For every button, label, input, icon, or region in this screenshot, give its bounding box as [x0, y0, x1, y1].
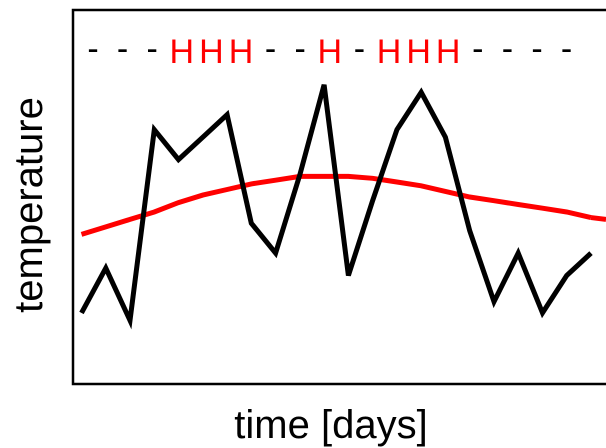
marker-normal: - [295, 30, 306, 68]
marker-normal: - [561, 30, 572, 68]
marker-normal: - [354, 30, 365, 68]
marker-heatwave: H [377, 33, 402, 71]
marker-normal: - [117, 30, 128, 68]
marker-normal: - [472, 30, 483, 68]
marker-heatwave: H [436, 33, 461, 71]
series-line-smooth-tail [590, 215, 606, 222]
series-lines [79, 84, 606, 330]
marker-heatwave: H [406, 33, 431, 71]
series-line-daily [79, 84, 593, 330]
plot-frame [71, 8, 606, 386]
marker-heatwave: H [229, 33, 254, 71]
marker-normal: - [531, 30, 542, 68]
marker-heatwave: H [170, 33, 195, 71]
marker-heatwave: H [318, 33, 343, 71]
marker-normal: - [147, 30, 158, 68]
marker-normal: - [502, 30, 513, 68]
marker-normal: - [265, 30, 276, 68]
marker-heatwave: H [199, 33, 224, 71]
marker-normal: - [87, 30, 98, 68]
x-axis-label: time [days] [234, 403, 427, 447]
y-axis-label: temperature [7, 97, 51, 313]
